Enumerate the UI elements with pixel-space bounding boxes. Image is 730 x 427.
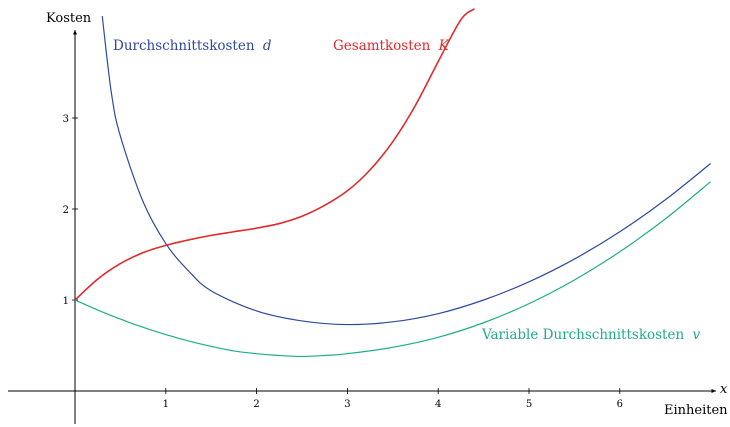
series-lines xyxy=(74,8,711,358)
x-tick-label: 6 xyxy=(617,399,623,410)
x-tick-label: 2 xyxy=(253,399,259,410)
x-tick-label: 1 xyxy=(163,399,169,410)
y-tick-label: 3 xyxy=(63,114,69,125)
series-line-durchschnittskosten xyxy=(101,16,711,326)
x-tick-label: 4 xyxy=(435,399,441,410)
x-tick-label: 5 xyxy=(526,399,532,410)
y-tick-label: 2 xyxy=(63,205,69,216)
series-line-gesamtkosten xyxy=(74,8,476,301)
series-label-durchschnittskosten: Durchschnittskosten d xyxy=(113,38,272,54)
x-tick-label: 3 xyxy=(344,399,350,410)
axes xyxy=(8,30,716,424)
series-label-variable-durchschnittskosten: Variable Durchschnittskosten v xyxy=(481,327,700,343)
series-line-variable-durchschnittskosten xyxy=(74,181,711,358)
series-labels: Durchschnittskosten d Gesamtkosten K Var… xyxy=(113,38,700,343)
x-axis-title: Einheiten xyxy=(664,403,728,418)
x-ticks: 1 2 3 4 5 6 xyxy=(163,388,623,410)
y-ticks: 1 2 3 xyxy=(63,114,78,307)
y-tick-label: 1 xyxy=(63,296,69,307)
y-axis-title: Kosten xyxy=(46,11,92,26)
x-axis-variable: x xyxy=(720,382,728,397)
series-label-gesamtkosten: Gesamtkosten K xyxy=(333,38,450,54)
